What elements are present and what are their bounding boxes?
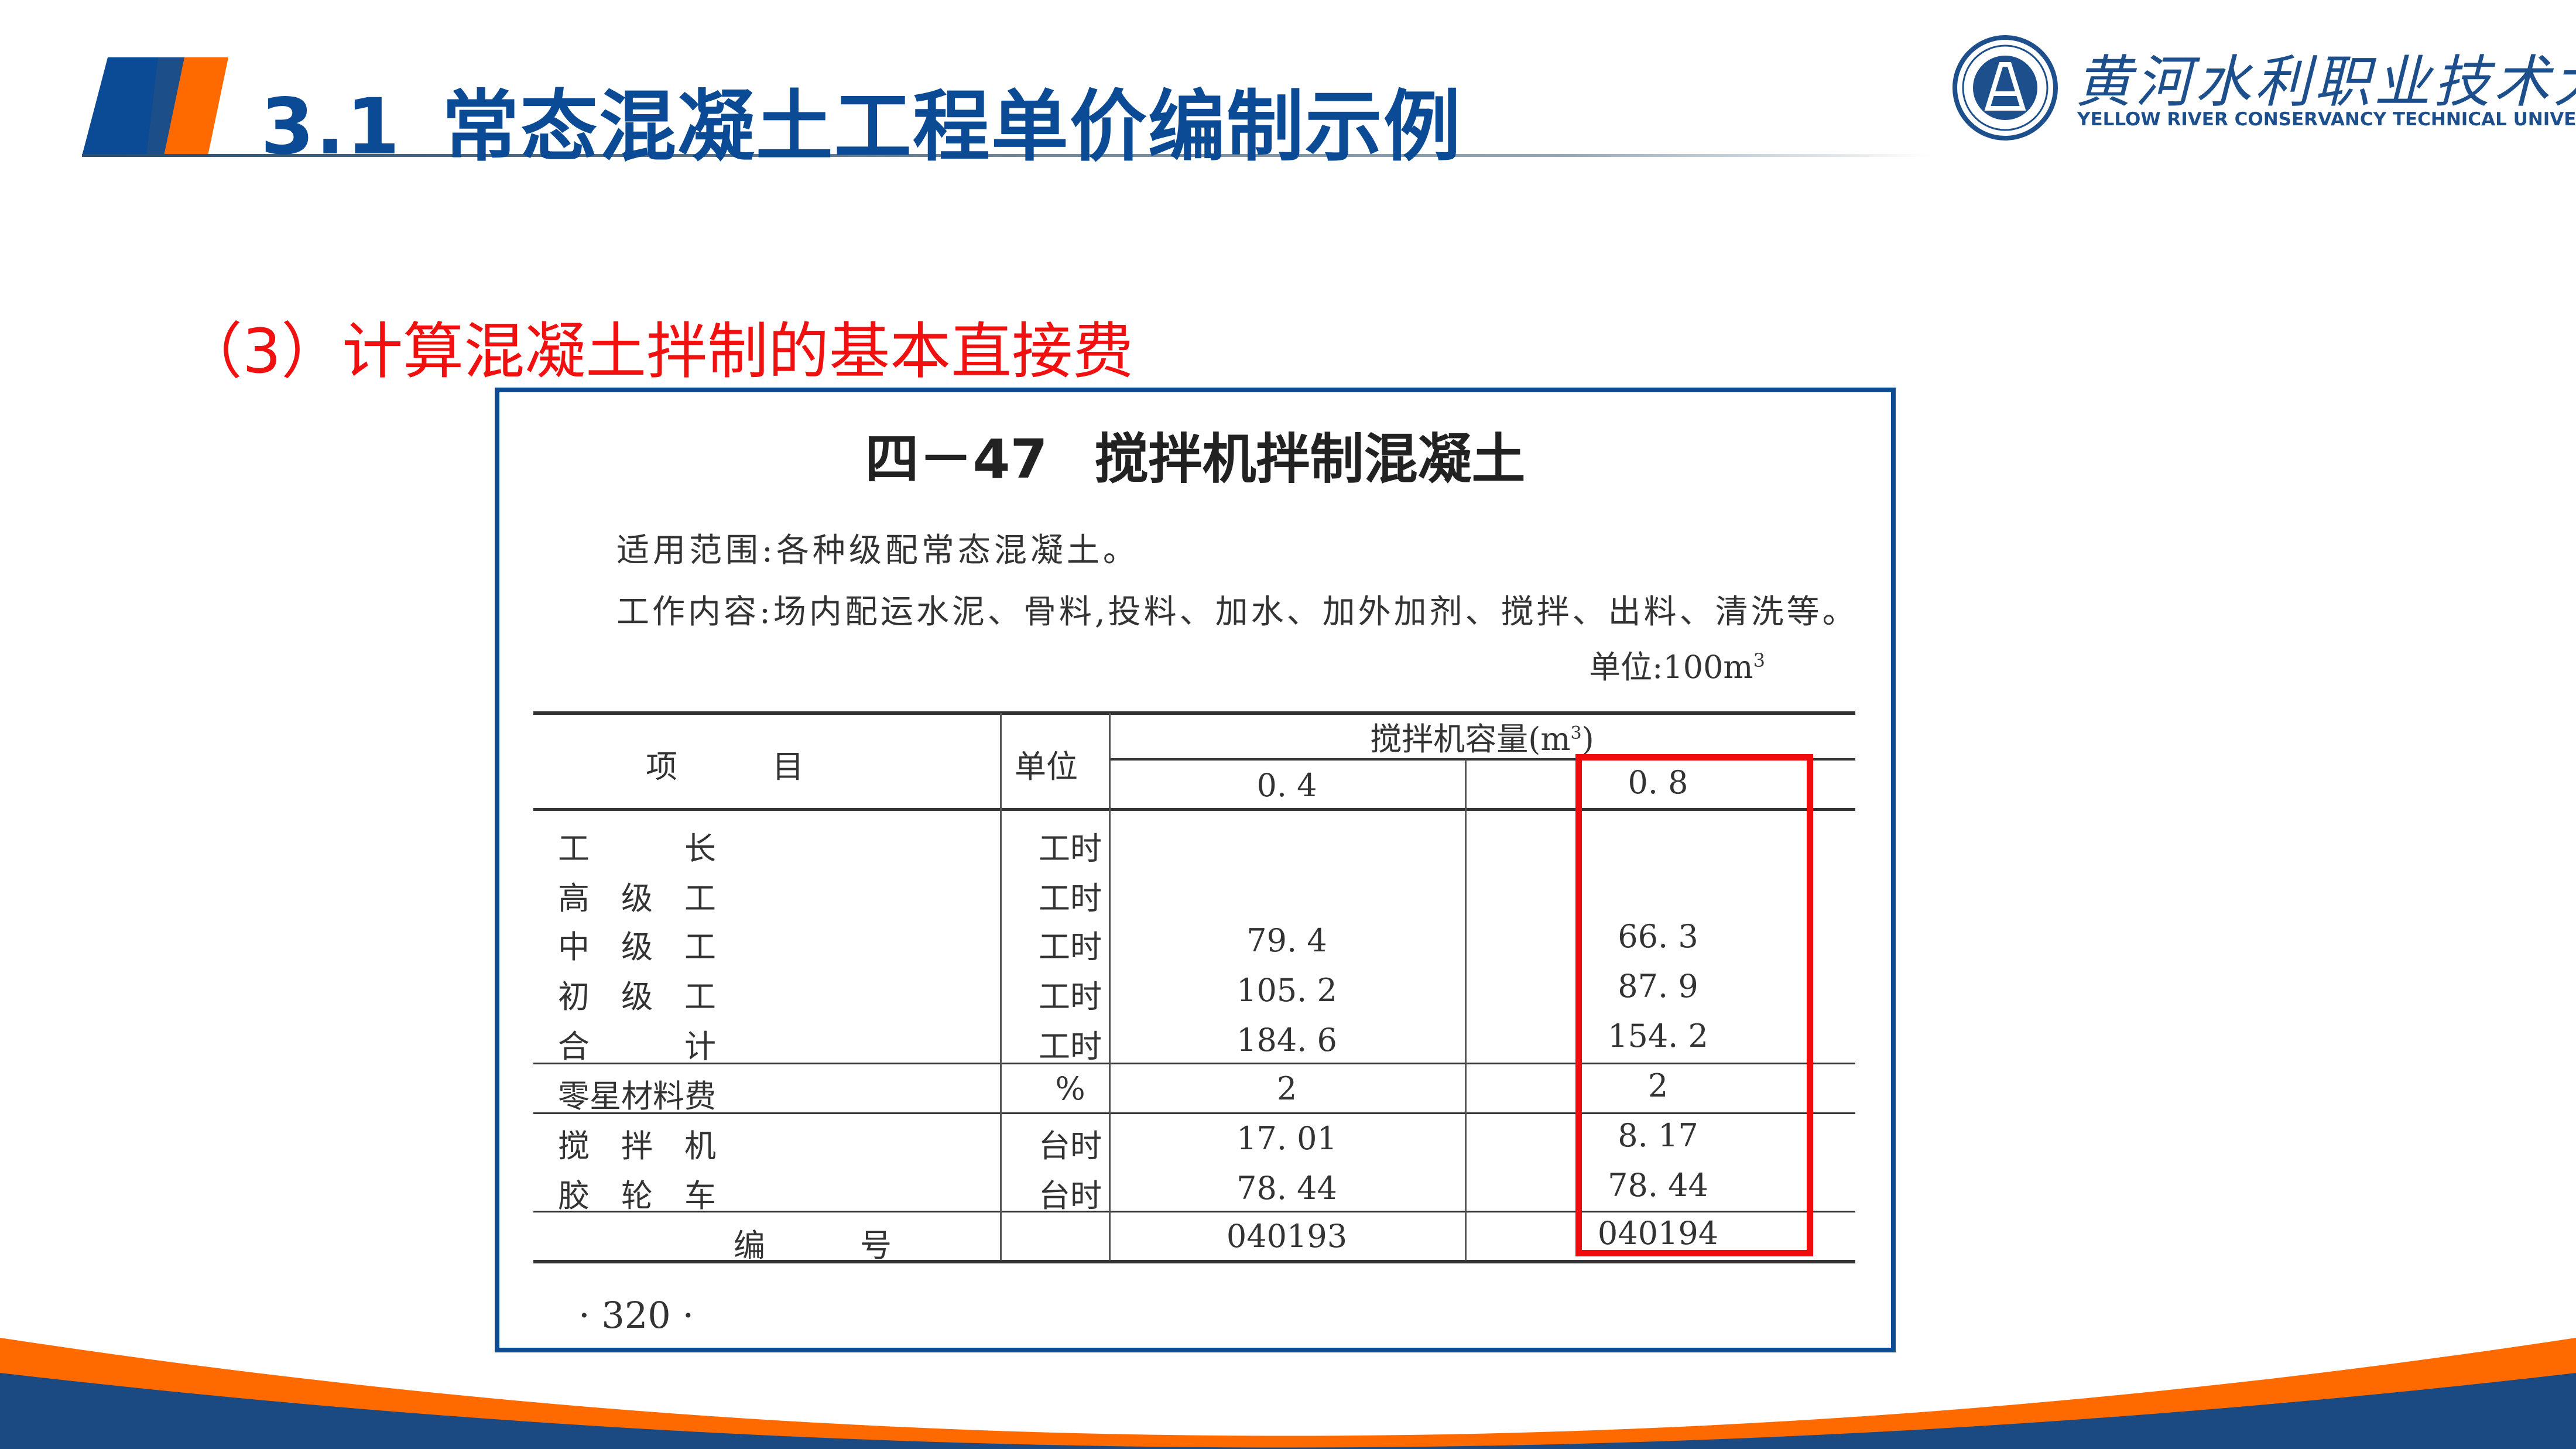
header-item: 项 目 [646,748,804,785]
row-rule [533,1211,1855,1212]
slide-title: 3.1 常态混凝土工程单价编制示例 [261,64,1462,176]
footer-blue-band [0,1373,2576,1449]
page-number: · 320 · [578,1294,694,1337]
col-divider [1109,713,1111,1260]
highlight-box-0.8 [1575,754,1813,1256]
header-capacity: 搅拌机容量(m3) [1370,721,1594,758]
logo-name-cn: 黄河水利职业技术大学 [2075,49,2576,115]
table-title: 搅拌机拌制混凝土 [1094,428,1526,491]
unit-label: 单位:100m3 [1589,649,1765,686]
section-title: 常态混凝土工程单价编制示例 [441,82,1462,172]
header-bottom-rule [533,808,1855,811]
col-divider [1465,759,1467,1260]
header-size-0.8: 0. 8 [1628,764,1688,801]
header-underline [82,154,1932,157]
header-block-orange [164,57,228,156]
section-number: 3.1 [261,82,401,172]
table-heading: 四－47 搅拌机拌制混凝土 [499,416,1891,494]
table-number: 四－47 [865,428,1048,491]
logo-name-en: YELLOW RIVER CONSERVANCY TECHNICAL UNIVE… [2077,109,2576,130]
row-rule [533,1112,1855,1114]
header-sub-rule [1109,758,1855,761]
header-size-0.4: 0. 4 [1256,767,1317,804]
col-divider [1000,713,1002,1260]
row-rule [533,1063,1855,1064]
table-bottom-rule [533,1260,1855,1263]
subtitle: （3）计算混凝土拌制的基本直接费 [181,316,1134,387]
scanned-quota-table: 四－47 搅拌机拌制混凝土 适用范围:各种级配常态混凝土。 工作内容:场内配运水泥… [495,388,1896,1352]
table-top-rule [533,711,1855,715]
scope-text: 适用范围:各种级配常态混凝土。 [616,532,1139,570]
header-unit: 单位 [1015,748,1078,785]
footer-orange-arc [0,1338,2576,1449]
work-content-text: 工作内容:场内配运水泥、骨料,投料、加水、加外加剂、搅拌、出料、清洗等。 [616,593,1858,631]
university-emblem-icon [1952,35,2058,141]
